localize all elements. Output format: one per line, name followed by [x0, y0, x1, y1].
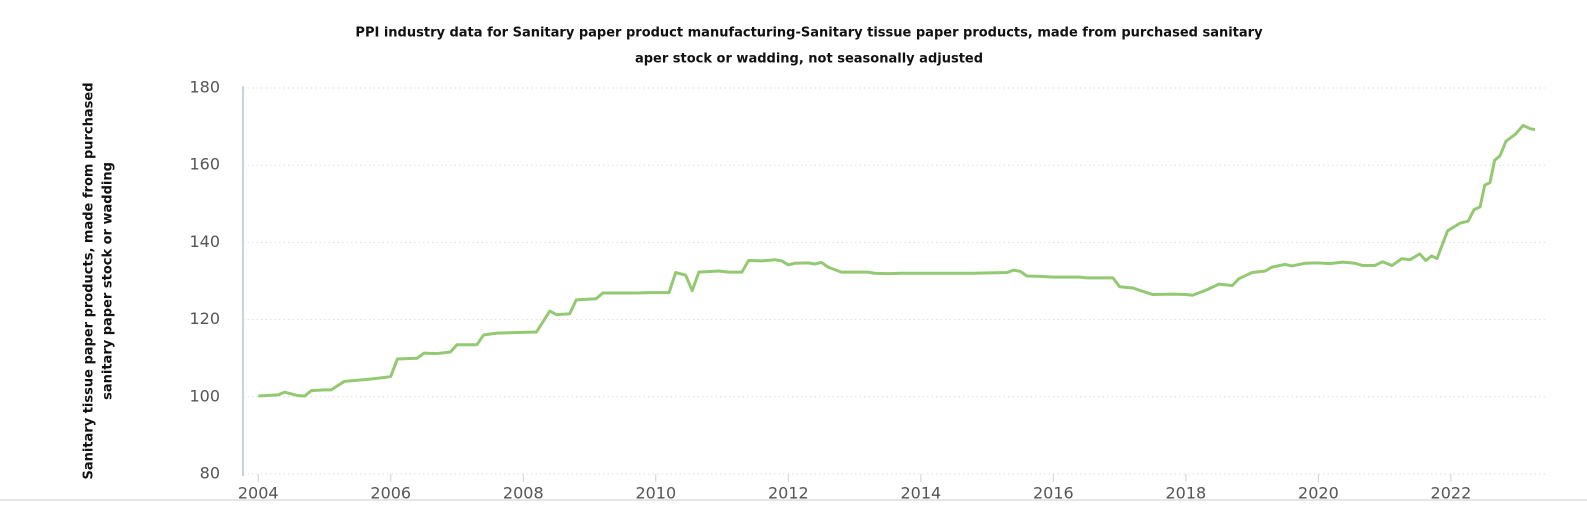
y-axis-label-line: sanitary paper stock or wadding [101, 162, 116, 400]
y-tick-label: 120 [189, 309, 220, 328]
data-line [258, 123, 1536, 398]
x-tick-label: 2018 [1166, 484, 1207, 503]
x-tick-label: 2022 [1431, 484, 1472, 503]
y-tick-label: 100 [189, 386, 220, 405]
x-tick-label: 2010 [635, 484, 676, 503]
y-tick-label: 80 [200, 464, 220, 483]
y-axis-label-line: Sanitary tissue paper products, made fro… [82, 82, 97, 479]
x-tick-label: 2014 [900, 484, 941, 503]
x-tick-label: 2008 [503, 484, 544, 503]
x-tick-label: 2016 [1033, 484, 1074, 503]
x-tick-label: 2012 [768, 484, 809, 503]
chart-title: aper stock or wadding, not seasonally ad… [635, 52, 983, 67]
y-tick-label: 180 [189, 78, 220, 97]
x-tick-label: 2004 [238, 484, 279, 503]
y-tick-label: 140 [189, 232, 220, 251]
y-axis-label: Sanitary tissue paper products, made fro… [82, 82, 116, 479]
chart-title: PPI industry data for Sanitary paper pro… [355, 26, 1263, 41]
x-tick-label: 2006 [370, 484, 411, 503]
x-tick-label: 2020 [1298, 484, 1339, 503]
y-tick-label: 160 [189, 155, 220, 174]
